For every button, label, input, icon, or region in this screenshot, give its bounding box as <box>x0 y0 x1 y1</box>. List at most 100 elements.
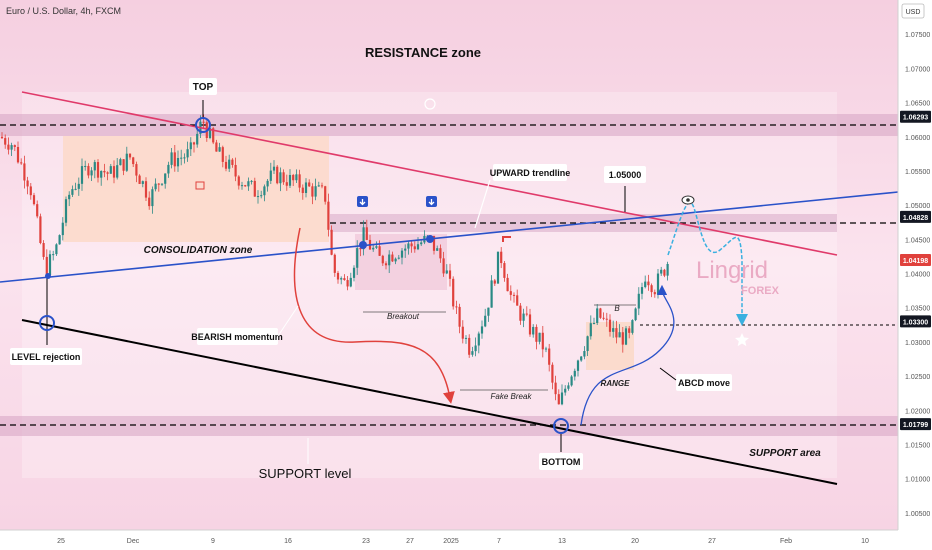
candle-body <box>42 243 45 257</box>
candle-body <box>618 332 621 338</box>
y-tick-label: 1.00500 <box>905 511 930 518</box>
candle-body <box>548 348 551 365</box>
x-tick-label: Dec <box>127 538 140 545</box>
candle-body <box>407 243 410 249</box>
flag-icon <box>502 236 511 242</box>
candle-body <box>122 159 125 171</box>
candle-body <box>52 254 55 256</box>
bottom-label: BOTTOM <box>542 457 581 467</box>
candle-body <box>119 159 122 166</box>
candle-body <box>356 248 359 268</box>
bottom-label-box <box>539 453 583 470</box>
y-tick-label: 1.03500 <box>905 306 930 313</box>
candle-body <box>365 227 368 240</box>
candle-body <box>541 332 544 350</box>
candle-body <box>586 336 589 352</box>
candle-body <box>583 351 586 357</box>
bearish-momentum-label: BEARISH momentum <box>191 332 283 342</box>
candle-body <box>340 278 343 280</box>
candle-body <box>464 337 468 339</box>
candle-body <box>500 251 503 264</box>
candle-body <box>221 147 224 162</box>
candle-body <box>4 138 7 145</box>
breakout-dot-2 <box>426 235 434 243</box>
candle-body <box>77 183 80 189</box>
candle-body <box>512 294 516 296</box>
currency-box[interactable] <box>901 3 925 19</box>
candle-body <box>23 163 26 181</box>
y-tick-label: 1.07000 <box>905 66 930 73</box>
info-icon <box>424 98 436 110</box>
candle-body <box>445 270 448 274</box>
candle-body <box>474 345 477 352</box>
candle-body <box>560 392 564 405</box>
candle-body <box>525 313 528 315</box>
candle-body <box>637 293 640 309</box>
candle-body <box>288 174 292 186</box>
candle-body <box>132 157 135 165</box>
x-tick-label: 23 <box>362 538 370 545</box>
candle-body <box>16 146 20 163</box>
candle-body <box>128 153 132 158</box>
candle-body <box>490 280 493 308</box>
candle-body <box>96 162 100 178</box>
candle-body <box>298 174 301 188</box>
candle-body <box>628 328 631 333</box>
candle-body <box>631 320 634 333</box>
x-tick-label: 10 <box>861 538 869 545</box>
y-tick-label: 1.01000 <box>905 477 930 484</box>
candle-body <box>576 360 580 371</box>
bearish-label-box <box>197 328 278 345</box>
candles <box>0 114 669 406</box>
candle-body <box>621 332 624 345</box>
candle-body <box>551 364 554 383</box>
rejection-circle <box>39 315 55 331</box>
candle-body <box>80 166 84 184</box>
candle-body <box>324 186 327 202</box>
candle-body <box>535 326 538 342</box>
candle-body <box>615 328 618 338</box>
candle-body <box>26 180 29 187</box>
candle-body <box>20 162 23 164</box>
candle-body <box>244 185 247 187</box>
support-area-label: SUPPORT area <box>749 448 821 459</box>
x-tick-label: 9 <box>211 538 215 545</box>
candle-body <box>196 133 199 145</box>
candle-body <box>311 186 314 197</box>
candle-body <box>253 180 256 197</box>
candle-body <box>544 348 548 350</box>
price-marker-box <box>900 110 931 123</box>
candle-body <box>404 248 407 251</box>
plot-background <box>0 0 898 530</box>
candle-body <box>138 175 141 184</box>
candle-body <box>0 136 4 139</box>
candle-body <box>61 222 64 236</box>
candle-body <box>304 182 308 193</box>
candle-body <box>506 277 509 292</box>
candle-body <box>557 394 560 405</box>
candle-body <box>154 183 157 190</box>
candle-body <box>397 257 400 259</box>
candle-body <box>125 153 128 171</box>
candle-body <box>503 263 506 278</box>
candle-body <box>176 157 180 167</box>
candle-body <box>202 121 205 123</box>
candle-body <box>90 170 93 176</box>
bearish-path <box>293 227 455 404</box>
upward-label-box <box>493 164 567 181</box>
candle-body <box>151 189 154 207</box>
y-tick-label: 1.05000 <box>905 203 930 210</box>
candle-body <box>522 313 525 321</box>
candle-body <box>301 187 304 193</box>
candle-body <box>279 172 282 184</box>
candle-body <box>327 201 330 230</box>
candle-body <box>208 128 212 139</box>
candle-body <box>394 258 397 262</box>
candle-body <box>160 183 164 185</box>
price-marker-label: 1.01799 <box>903 422 928 429</box>
candle-body <box>74 188 77 190</box>
y-tick-label: 1.02000 <box>905 408 930 415</box>
support-level-label: SUPPORT level <box>259 466 352 481</box>
